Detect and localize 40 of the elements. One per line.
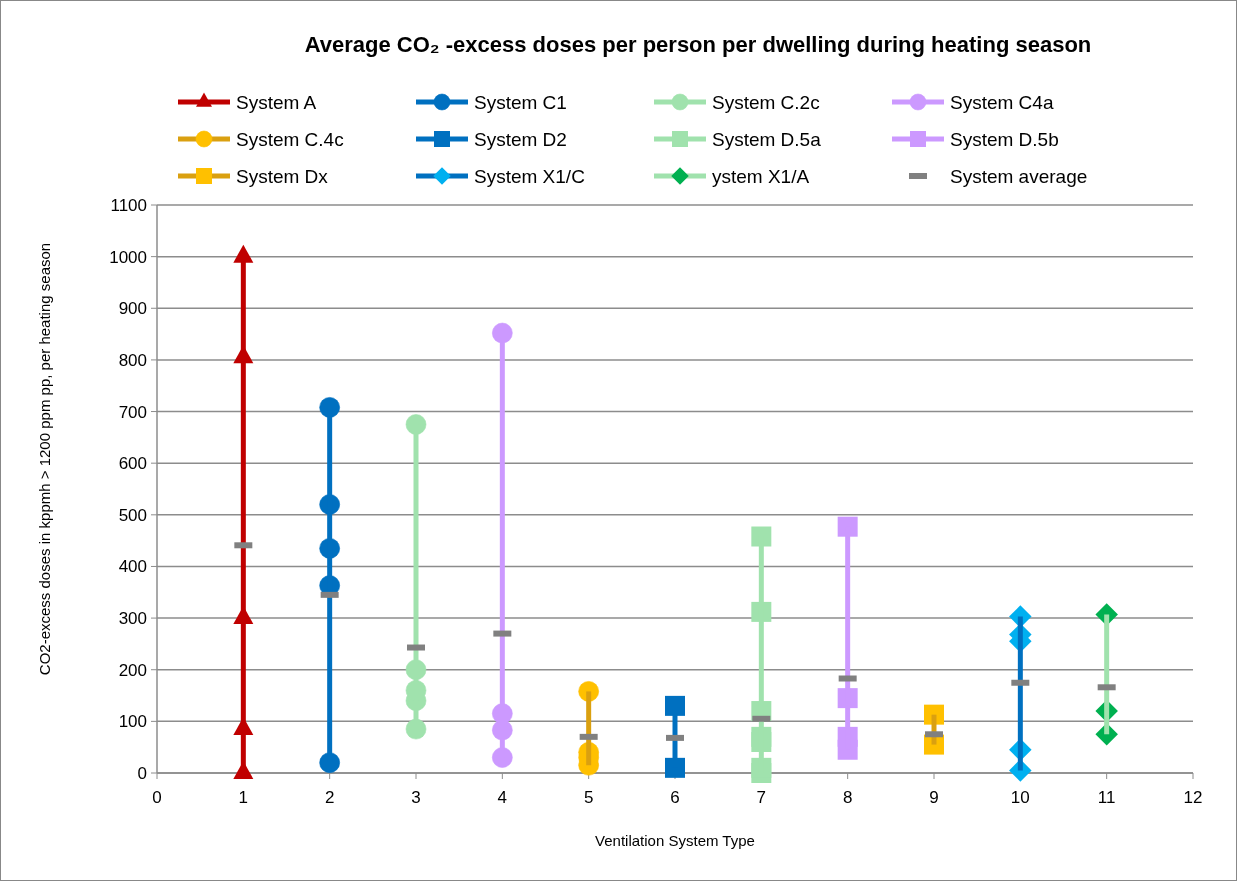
- legend-label: System Dx: [236, 166, 329, 187]
- y-tick-label: 700: [118, 402, 147, 422]
- y-tick-label: 800: [118, 350, 147, 370]
- y-tick-label: 200: [118, 660, 147, 680]
- x-tick-label: 1: [238, 788, 249, 807]
- legend-label: System D.5b: [950, 129, 1059, 150]
- legend-label: ystem X1/A: [712, 166, 810, 187]
- legend-label: System C1: [474, 92, 567, 113]
- y-tick-label: 500: [118, 505, 147, 525]
- y-tick-label: 1000: [109, 247, 147, 267]
- x-axis-title: Ventilation System Type: [595, 832, 755, 849]
- y-tick-label: 0: [137, 764, 147, 783]
- x-tick-label: 10: [1010, 788, 1030, 807]
- legend-label: System C.2c: [712, 92, 820, 113]
- x-tick-label: 11: [1097, 788, 1116, 807]
- y-tick-label: 1100: [110, 196, 147, 215]
- y-tick-label: 900: [118, 299, 147, 319]
- x-tick-label: 6: [670, 788, 680, 807]
- y-tick-label: 400: [118, 557, 147, 577]
- legend-label: System C.4c: [236, 129, 344, 150]
- y-tick-label: 300: [118, 609, 147, 629]
- x-tick-label: 0: [152, 788, 162, 807]
- y-tick-label: 600: [118, 454, 147, 474]
- y-tick-label: 100: [118, 712, 147, 732]
- legend-label: System average: [950, 166, 1088, 187]
- legend-label: System A: [236, 92, 317, 113]
- x-tick-label: 3: [411, 788, 421, 807]
- x-tick-label: 7: [756, 788, 767, 807]
- x-tick-label: 12: [1183, 788, 1203, 807]
- x-tick-label: 9: [929, 788, 939, 807]
- legend-label: System X1/C: [474, 166, 585, 187]
- y-axis-title: CO2-excess doses in kppmh > 1200 ppm pp, per heating season: [36, 242, 53, 676]
- x-tick-label: 4: [497, 788, 508, 807]
- x-tick-label: 2: [324, 788, 335, 807]
- legend-label: System D.5a: [712, 129, 822, 150]
- legend-label: System C4a: [950, 92, 1054, 113]
- x-tick-label: 8: [842, 788, 853, 807]
- legend-label: System D2: [474, 129, 567, 150]
- x-tick-label: 5: [583, 788, 594, 807]
- chart-title: Average CO₂ -excess doses per person per dwelling during heating season: [304, 32, 1092, 57]
